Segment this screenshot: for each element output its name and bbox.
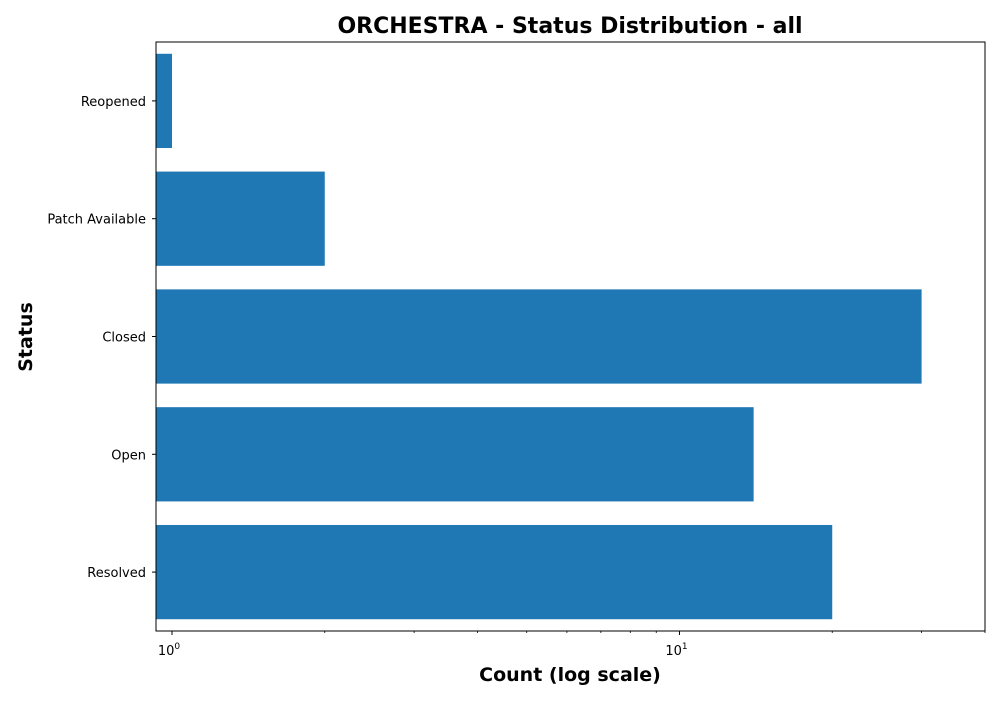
bars-layer [156,53,922,620]
y-ticks: Reopened Patch Available Closed Open Resolve… [47,95,156,581]
y-tick-label-open: Open [111,448,146,463]
bar-open [156,407,754,502]
y-tick-label-patch-available: Patch Available [47,213,146,228]
y-axis-label: Status [15,302,37,372]
y-tick-label-reopened: Reopened [81,95,146,110]
chart-title: ORCHESTRA - Status Distribution - all [337,14,802,39]
plot-frame [155,41,986,632]
y-tick-label-resolved: Resolved [87,566,146,581]
bar-resolved [156,524,833,620]
x-tick-label-1: 101 [665,642,687,659]
bar-closed [156,289,922,384]
bar-patch-available [156,171,325,266]
x-axis-label: Count (log scale) [479,664,661,686]
bar-reopened [156,53,172,149]
x-ticks: 100 101 [158,631,986,659]
x-tick-label-0: 100 [158,642,181,659]
y-tick-label-closed: Closed [102,331,146,346]
